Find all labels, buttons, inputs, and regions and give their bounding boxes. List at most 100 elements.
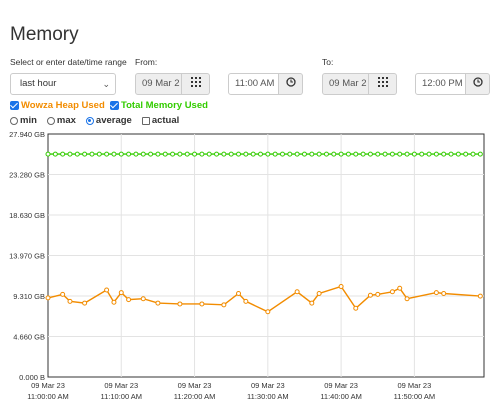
wowza-heap-used-point bbox=[60, 291, 66, 297]
total-memory-used-point bbox=[82, 151, 88, 157]
wowza-heap-used-point bbox=[404, 296, 410, 302]
from-clock-button[interactable] bbox=[279, 73, 303, 95]
wowza-heap-used-point bbox=[67, 298, 73, 304]
total-memory-used-point bbox=[162, 151, 168, 157]
total-memory-used-point bbox=[455, 151, 461, 157]
total-memory-used-point bbox=[60, 151, 66, 157]
x-tick-date: 09 Mar 23 bbox=[251, 381, 285, 390]
wowza-heap-used-point bbox=[441, 291, 447, 297]
wowza-heap-used-point bbox=[367, 292, 373, 298]
wowza-heap-used-point bbox=[338, 284, 344, 290]
total-memory-used-point bbox=[360, 151, 366, 157]
total-memory-used-point bbox=[148, 151, 154, 157]
radio-icon[interactable] bbox=[10, 116, 18, 125]
total-memory-used-point bbox=[323, 151, 329, 157]
wowza-heap-used-point bbox=[199, 301, 205, 307]
heap-toggle[interactable]: Wowza Heap Used bbox=[10, 100, 105, 111]
total-memory-used-point bbox=[265, 151, 271, 157]
mode-max[interactable]: max bbox=[46, 115, 76, 126]
wowza-heap-used-point bbox=[104, 287, 110, 293]
y-tick-label: 4.660 GB bbox=[13, 333, 45, 342]
range-select[interactable]: last hour ⌄ bbox=[10, 73, 116, 95]
total-memory-used-point bbox=[206, 151, 212, 157]
total-memory-used-point bbox=[192, 151, 198, 157]
total-memory-used-point bbox=[404, 151, 410, 157]
mode-actual-label: actual bbox=[151, 115, 180, 126]
wowza-heap-used-point bbox=[353, 305, 359, 311]
y-tick-label: 23.280 GB bbox=[9, 171, 45, 180]
total-toggle[interactable]: Total Memory Used bbox=[110, 100, 208, 111]
from-label: From: bbox=[135, 57, 158, 67]
from-time-input[interactable]: 11:00 AM bbox=[228, 73, 279, 95]
x-tick-time: 11:30:00 AM bbox=[247, 392, 289, 401]
total-memory-used-point bbox=[221, 151, 227, 157]
wowza-heap-used-point bbox=[177, 301, 183, 307]
radio-icon[interactable] bbox=[46, 116, 55, 125]
clock-icon bbox=[472, 77, 483, 87]
mode-average-label: average bbox=[95, 115, 132, 126]
total-memory-used-point bbox=[184, 151, 190, 157]
total-memory-used-point bbox=[96, 151, 102, 157]
total-toggle-label: Total Memory Used bbox=[121, 100, 208, 111]
total-memory-used-point bbox=[382, 151, 388, 157]
total-memory-used-point bbox=[126, 151, 132, 157]
to-clock-button[interactable] bbox=[466, 73, 490, 95]
clock-icon bbox=[285, 77, 296, 87]
total-memory-used-point bbox=[67, 151, 73, 157]
mode-average[interactable]: average bbox=[85, 115, 132, 126]
to-date-input[interactable]: 09 Mar 2 bbox=[322, 73, 369, 95]
mode-actual[interactable]: actual bbox=[141, 115, 180, 126]
total-memory-used-point bbox=[316, 151, 322, 157]
wowza-heap-used-point bbox=[221, 302, 227, 308]
total-memory-used-point bbox=[426, 151, 432, 157]
total-memory-used-point bbox=[272, 151, 278, 157]
wowza-heap-used-point bbox=[294, 289, 300, 295]
total-memory-used-point bbox=[45, 151, 51, 157]
mode-min[interactable]: min bbox=[10, 115, 37, 126]
total-memory-used-point bbox=[441, 151, 447, 157]
total-memory-used-point bbox=[397, 151, 403, 157]
total-memory-used-point bbox=[214, 151, 220, 157]
total-memory-used-point bbox=[133, 151, 139, 157]
range-select-value: last hour bbox=[20, 78, 57, 89]
radio-selected-icon[interactable] bbox=[85, 116, 94, 125]
wowza-heap-used-point bbox=[265, 309, 271, 315]
x-tick-date: 09 Mar 23 bbox=[104, 381, 138, 390]
total-memory-used-point bbox=[345, 151, 351, 157]
to-calendar-button[interactable] bbox=[369, 73, 397, 95]
total-memory-used-point bbox=[228, 151, 234, 157]
page-title: Memory bbox=[10, 24, 79, 45]
total-memory-used-point bbox=[236, 151, 242, 157]
total-memory-used-point bbox=[155, 151, 161, 157]
to-time-input[interactable]: 12:00 PM bbox=[415, 73, 466, 95]
from-date-input[interactable]: 09 Mar 2 bbox=[135, 73, 182, 95]
wowza-heap-used-point bbox=[375, 291, 381, 297]
chevron-down-icon: ⌄ bbox=[102, 79, 110, 89]
wowza-heap-used-point bbox=[397, 285, 403, 291]
x-tick-date: 09 Mar 23 bbox=[324, 381, 358, 390]
calendar-grid-icon bbox=[377, 77, 388, 87]
y-tick-label: 13.970 GB bbox=[9, 252, 45, 261]
total-memory-used-point bbox=[470, 151, 476, 157]
y-tick-label: 0.000 B bbox=[19, 373, 45, 382]
range-label: Select or enter date/time range bbox=[10, 57, 127, 67]
total-memory-used-point bbox=[338, 151, 344, 157]
total-memory-used-point bbox=[250, 151, 256, 157]
wowza-heap-used-point bbox=[236, 291, 242, 297]
total-memory-used-point bbox=[74, 151, 80, 157]
x-tick-date: 09 Mar 23 bbox=[31, 381, 65, 390]
total-memory-used-point bbox=[353, 151, 359, 157]
wowza-heap-used-point bbox=[309, 300, 315, 306]
total-memory-used-point bbox=[448, 151, 454, 157]
wowza-heap-used-point bbox=[82, 300, 88, 306]
wowza-heap-used-point bbox=[140, 296, 146, 302]
total-memory-used-point bbox=[118, 151, 124, 157]
total-memory-used-point bbox=[389, 151, 395, 157]
heap-toggle-label: Wowza Heap Used bbox=[21, 100, 105, 111]
from-calendar-button[interactable] bbox=[182, 73, 210, 95]
checkbox-checked-icon[interactable] bbox=[110, 101, 119, 110]
total-memory-used-point bbox=[331, 151, 337, 157]
total-memory-used-point bbox=[294, 151, 300, 157]
checkbox-icon[interactable] bbox=[141, 116, 150, 125]
checkbox-checked-icon[interactable] bbox=[10, 101, 19, 110]
